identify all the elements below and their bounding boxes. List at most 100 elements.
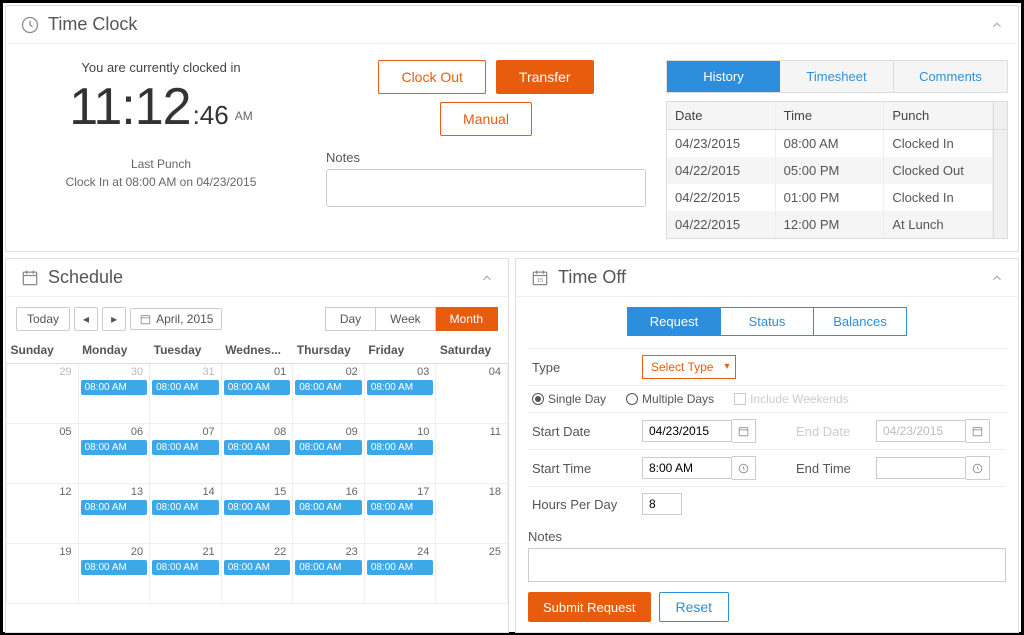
clock-out-button[interactable]: Clock Out <box>378 60 485 94</box>
notes-input[interactable] <box>326 169 646 207</box>
calendar-cell[interactable]: 18 <box>436 484 508 544</box>
tab-request[interactable]: Request <box>628 308 721 335</box>
timeoff-notes-input[interactable] <box>528 548 1006 582</box>
calendar-cell[interactable]: 1308:00 AM <box>78 484 150 544</box>
hours-per-day-input[interactable] <box>642 493 682 515</box>
month-picker[interactable]: April, 2015 <box>130 308 222 330</box>
calendar-event[interactable]: 08:00 AM <box>295 440 362 455</box>
time-clock-panel: Time Clock You are currently clocked in … <box>5 5 1019 252</box>
tab-balances[interactable]: Balances <box>814 308 906 335</box>
calendar-event[interactable]: 08:00 AM <box>224 560 291 575</box>
calendar-event[interactable]: 08:00 AM <box>295 560 362 575</box>
calendar-cell[interactable]: 1508:00 AM <box>221 484 293 544</box>
multiple-days-radio[interactable]: Multiple Days <box>626 392 714 406</box>
calendar-cell[interactable]: 1408:00 AM <box>150 484 222 544</box>
view-day[interactable]: Day <box>325 307 376 331</box>
view-month[interactable]: Month <box>436 307 498 331</box>
time-off-header: 15 Time Off <box>516 259 1018 297</box>
calendar-event[interactable]: 08:00 AM <box>81 560 148 575</box>
calendar-cell[interactable]: 2308:00 AM <box>293 544 365 604</box>
calendar-event[interactable]: 08:00 AM <box>152 440 219 455</box>
calendar-cell[interactable]: 0308:00 AM <box>364 364 436 424</box>
calendar-icon <box>20 268 40 288</box>
calendar-cell[interactable]: 12 <box>7 484 79 544</box>
calendar-event[interactable]: 08:00 AM <box>81 440 148 455</box>
calendar-cell[interactable]: 2208:00 AM <box>221 544 293 604</box>
calendar-picker-icon[interactable] <box>966 419 990 443</box>
start-time-input[interactable] <box>642 457 732 479</box>
tab-timesheet[interactable]: Timesheet <box>780 61 893 92</box>
day-header: Wednes... <box>221 337 293 364</box>
calendar-picker-icon[interactable] <box>732 419 756 443</box>
submit-request-button[interactable]: Submit Request <box>528 592 651 622</box>
calendar-cell[interactable]: 04 <box>436 364 508 424</box>
clock-picker-icon[interactable] <box>966 456 990 480</box>
calendar-event[interactable]: 08:00 AM <box>295 380 362 395</box>
collapse-icon[interactable] <box>990 271 1004 285</box>
clock-icon <box>20 15 40 35</box>
checkbox-icon <box>734 393 746 405</box>
collapse-icon[interactable] <box>480 271 494 285</box>
calendar-cell[interactable]: 2108:00 AM <box>150 544 222 604</box>
type-select[interactable]: Select Type <box>642 355 736 379</box>
prev-button[interactable]: ◂ <box>74 307 98 331</box>
calendar-cell[interactable]: 0208:00 AM <box>293 364 365 424</box>
calendar-cell[interactable]: 0808:00 AM <box>221 424 293 484</box>
calendar-event[interactable]: 08:00 AM <box>367 560 434 575</box>
end-time-input[interactable] <box>876 457 966 479</box>
calendar-cell[interactable]: 19 <box>7 544 79 604</box>
last-punch: Last Punch Clock In at 08:00 AM on 04/23… <box>16 155 306 191</box>
manual-button[interactable]: Manual <box>440 102 532 136</box>
calendar-cell[interactable]: 0108:00 AM <box>221 364 293 424</box>
calendar-cell[interactable]: 2008:00 AM <box>78 544 150 604</box>
calendar-cell[interactable]: 3008:00 AM <box>78 364 150 424</box>
calendar-cell[interactable]: 3108:00 AM <box>150 364 222 424</box>
next-button[interactable]: ▸ <box>102 307 126 331</box>
calendar-cell[interactable]: 25 <box>436 544 508 604</box>
reset-button[interactable]: Reset <box>659 592 730 622</box>
calendar-event[interactable]: 08:00 AM <box>367 440 434 455</box>
calendar-event[interactable]: 08:00 AM <box>295 500 362 515</box>
today-button[interactable]: Today <box>16 307 70 331</box>
calendar-cell[interactable]: 2408:00 AM <box>364 544 436 604</box>
collapse-icon[interactable] <box>990 18 1004 32</box>
calendar-cell[interactable]: 1708:00 AM <box>364 484 436 544</box>
time-clock-title: Time Clock <box>48 14 137 35</box>
day-header: Sunday <box>7 337 79 364</box>
calendar-cell[interactable]: 0908:00 AM <box>293 424 365 484</box>
calendar-event[interactable]: 08:00 AM <box>152 380 219 395</box>
calendar-event[interactable]: 08:00 AM <box>81 380 148 395</box>
tab-history[interactable]: History <box>667 61 780 92</box>
start-date-label: Start Date <box>532 424 642 439</box>
tab-status[interactable]: Status <box>721 308 814 335</box>
calendar-cell[interactable]: 0608:00 AM <box>78 424 150 484</box>
schedule-title: Schedule <box>48 267 123 288</box>
calendar-event[interactable]: 08:00 AM <box>367 500 434 515</box>
end-date-input[interactable] <box>876 420 966 442</box>
notes-label: Notes <box>326 150 646 165</box>
clock-picker-icon[interactable] <box>732 456 756 480</box>
calendar-cell[interactable]: 05 <box>7 424 79 484</box>
calendar-event[interactable]: 08:00 AM <box>152 500 219 515</box>
table-row: 04/23/201508:00 AMClocked In <box>667 130 1007 157</box>
start-date-input[interactable] <box>642 420 732 442</box>
tab-comments[interactable]: Comments <box>893 61 1007 92</box>
calendar-cell[interactable]: 29 <box>7 364 79 424</box>
calendar-event[interactable]: 08:00 AM <box>81 500 148 515</box>
calendar-event[interactable]: 08:00 AM <box>152 560 219 575</box>
calendar-cell[interactable]: 11 <box>436 424 508 484</box>
include-weekends-check: Include Weekends <box>734 392 849 406</box>
transfer-button[interactable]: Transfer <box>496 60 594 94</box>
notes-label: Notes <box>528 529 1006 544</box>
col-punch: Punch <box>884 102 993 129</box>
calendar-event[interactable]: 08:00 AM <box>224 380 291 395</box>
calendar-event[interactable]: 08:00 AM <box>367 380 434 395</box>
view-week[interactable]: Week <box>376 307 435 331</box>
calendar-event[interactable]: 08:00 AM <box>224 500 291 515</box>
single-day-radio[interactable]: Single Day <box>532 392 606 406</box>
calendar-event[interactable]: 08:00 AM <box>224 440 291 455</box>
start-time-label: Start Time <box>532 461 642 476</box>
calendar-cell[interactable]: 1608:00 AM <box>293 484 365 544</box>
calendar-cell[interactable]: 1008:00 AM <box>364 424 436 484</box>
calendar-cell[interactable]: 0708:00 AM <box>150 424 222 484</box>
